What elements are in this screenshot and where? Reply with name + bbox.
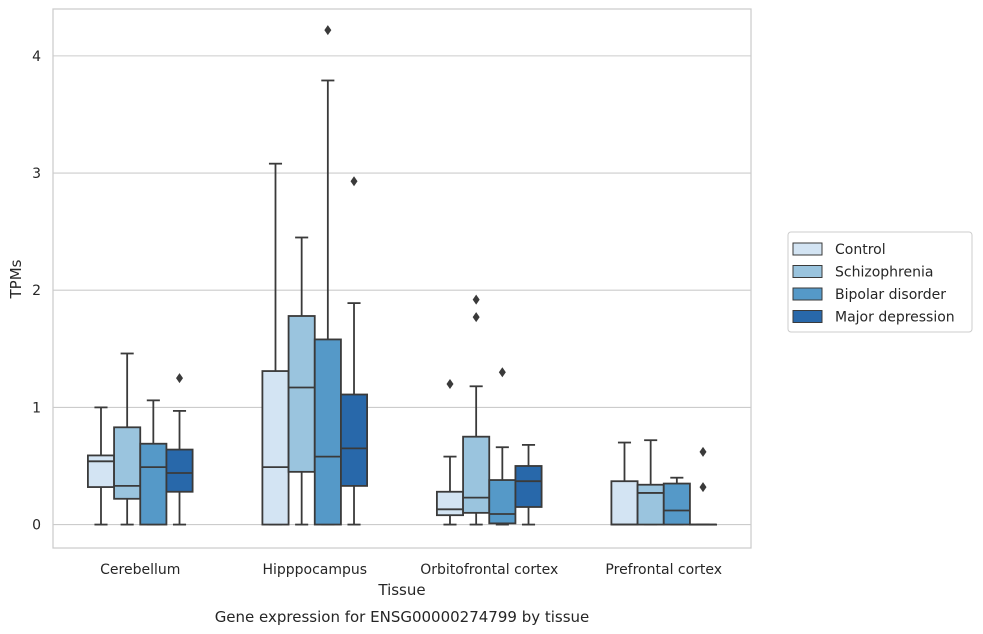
legend-swatch bbox=[792, 287, 823, 301]
box-iqr bbox=[261, 370, 290, 526]
legend-swatch bbox=[792, 310, 823, 323]
x-tick-label: Cerebellum bbox=[100, 562, 180, 578]
outlier-point bbox=[350, 176, 358, 187]
y-tick-labels: 0 1 2 3 4 bbox=[32, 49, 41, 534]
plot-frame bbox=[52, 8, 752, 549]
y-tick-label: 4 bbox=[32, 49, 41, 65]
box-iqr bbox=[488, 479, 517, 525]
box-iqr bbox=[636, 483, 665, 526]
box-bipolar-disorder bbox=[488, 367, 517, 526]
outlier-point bbox=[699, 446, 707, 457]
box-iqr bbox=[435, 490, 464, 517]
legend-label: Control bbox=[835, 242, 886, 258]
outlier-point bbox=[176, 373, 184, 384]
legend-label: Schizophrenia bbox=[835, 265, 933, 281]
y-axis-label: TPMs bbox=[7, 259, 25, 299]
x-tick-labels: Cerebellum Hipppocampus Orbitofrontal cort… bbox=[100, 562, 722, 578]
box-iqr bbox=[462, 435, 491, 514]
y-tick-label: 1 bbox=[32, 400, 41, 416]
box-control bbox=[435, 378, 464, 526]
y-tick-label: 2 bbox=[32, 283, 41, 299]
box-major-depression bbox=[340, 176, 368, 526]
box-major-depression bbox=[689, 446, 717, 526]
box-iqr bbox=[340, 393, 368, 487]
box-iqr bbox=[313, 338, 342, 526]
box-iqr bbox=[87, 454, 115, 488]
outlier-point bbox=[324, 25, 332, 36]
x-tick-label: Hipppocampus bbox=[262, 562, 367, 578]
box-iqr bbox=[113, 426, 142, 500]
box-iqr bbox=[662, 482, 691, 526]
y-tick-label: 3 bbox=[32, 166, 41, 182]
box-iqr bbox=[165, 448, 194, 493]
box-major-depression bbox=[514, 443, 543, 526]
outlier-point bbox=[446, 378, 454, 389]
y-tick-label: 0 bbox=[32, 518, 41, 534]
legend: Control Schizophrenia Bipolar disorder Majo… bbox=[787, 231, 973, 333]
box-schizophrenia bbox=[462, 294, 491, 526]
box-schizophrenia bbox=[636, 439, 665, 526]
box-bipolar-disorder bbox=[139, 399, 168, 526]
box-major-depression bbox=[165, 373, 194, 526]
x-axis-label: Tissue bbox=[377, 581, 425, 599]
box-schizophrenia bbox=[287, 236, 316, 526]
legend-label: Bipolar disorder bbox=[835, 287, 946, 303]
box-iqr bbox=[514, 465, 543, 508]
legend-label: Major depression bbox=[835, 310, 955, 326]
box-iqr bbox=[139, 442, 168, 526]
boxes-layer bbox=[87, 25, 717, 526]
box-bipolar-disorder bbox=[313, 25, 342, 526]
box-control bbox=[87, 406, 115, 526]
legend-frame bbox=[787, 231, 973, 333]
legend-swatch bbox=[792, 265, 823, 278]
box-iqr bbox=[610, 480, 639, 526]
box-schizophrenia bbox=[113, 352, 142, 526]
box-iqr bbox=[287, 315, 316, 473]
chart-caption: Gene expression for ENSG00000274799 by t… bbox=[215, 608, 590, 626]
x-tick-label: Orbitofrontal cortex bbox=[420, 562, 558, 578]
outlier-point bbox=[699, 482, 707, 493]
outlier-point bbox=[472, 294, 480, 305]
box-control bbox=[610, 441, 639, 526]
x-tick-label: Prefrontal cortex bbox=[605, 562, 722, 578]
outlier-point bbox=[498, 367, 506, 378]
legend-swatch bbox=[792, 242, 823, 256]
box-control bbox=[261, 162, 290, 526]
outlier-point bbox=[472, 312, 480, 323]
box-bipolar-disorder bbox=[662, 476, 691, 526]
